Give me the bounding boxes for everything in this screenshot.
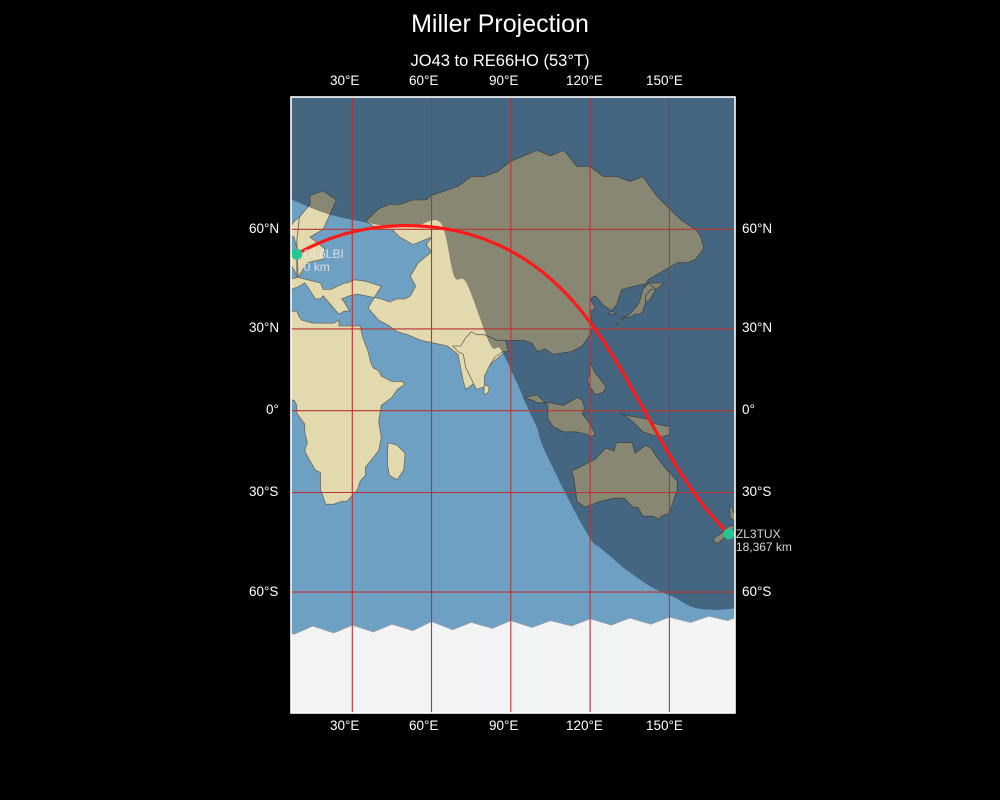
svg-text:DL6LBI: DL6LBI [304, 247, 344, 261]
svg-text:ZL3TUX: ZL3TUX [736, 527, 781, 541]
svg-text:0 km: 0 km [304, 260, 330, 274]
svg-text:18,367 km: 18,367 km [736, 540, 792, 554]
